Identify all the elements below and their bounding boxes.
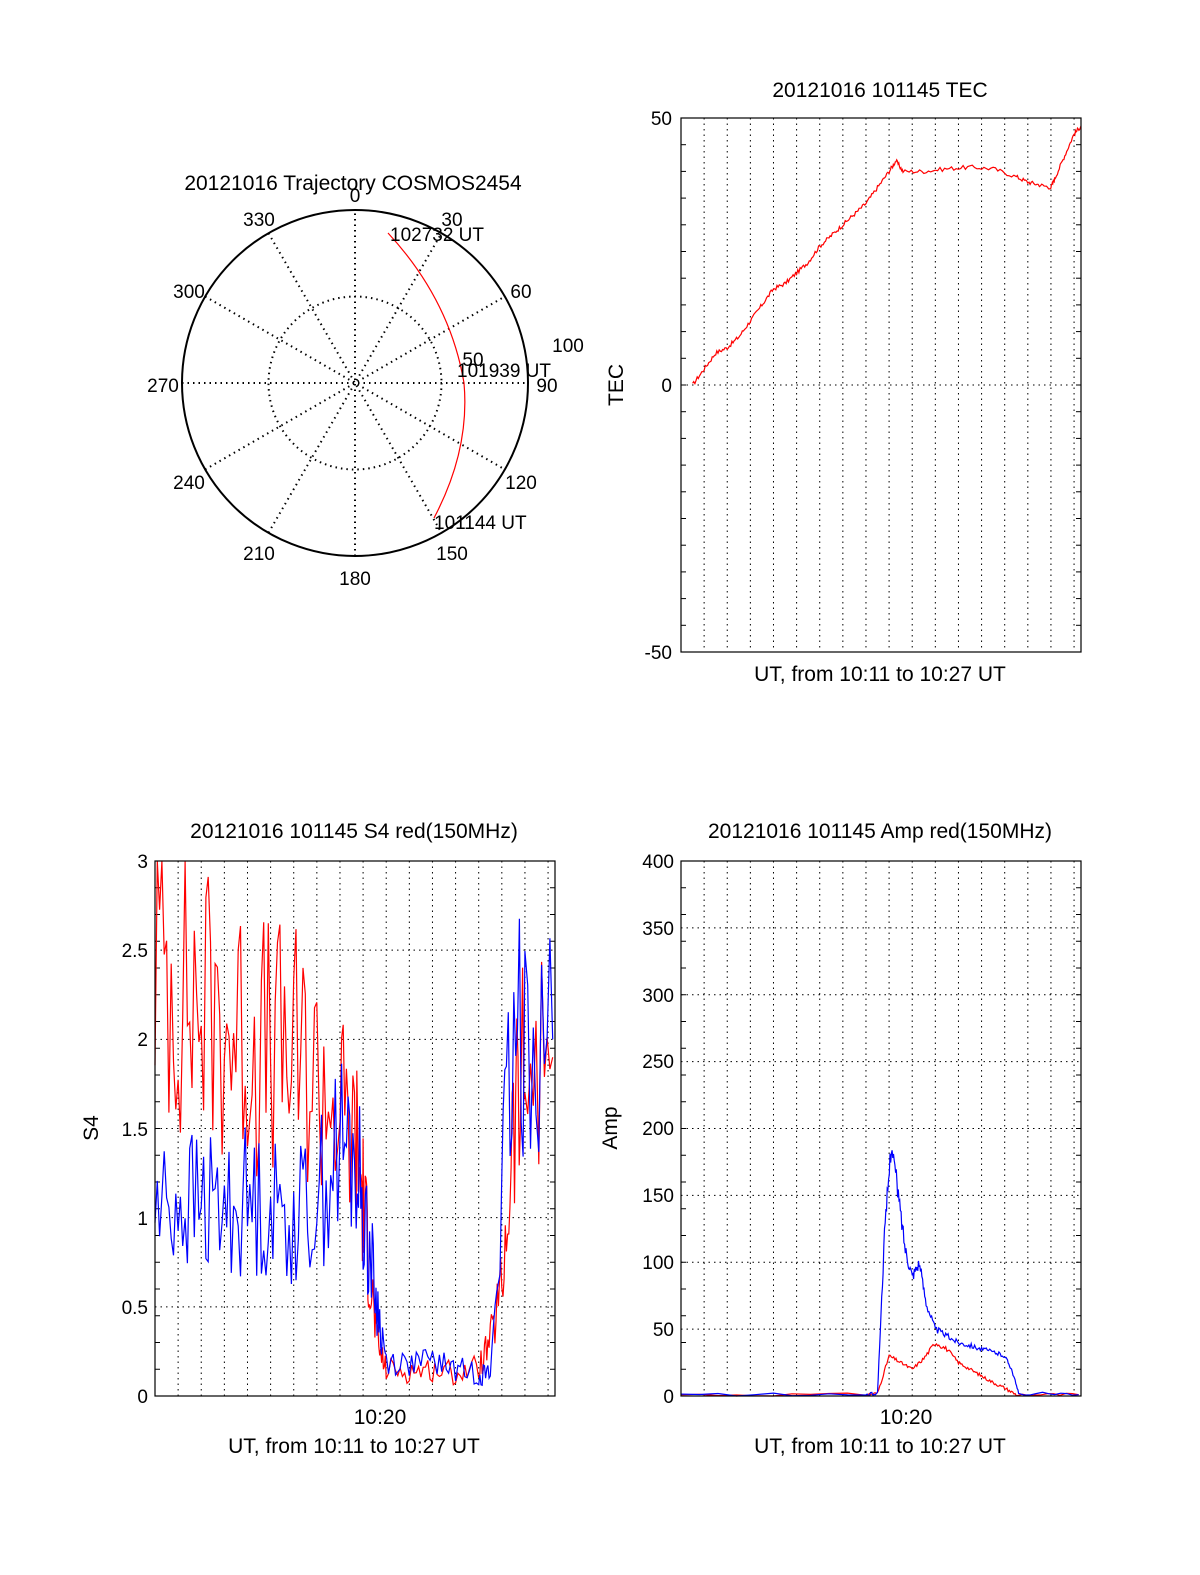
tec-panel: 20121016 101145 TEC 50 0 -50 TEC UT, fro… (605, 79, 1082, 686)
s4-plot-frame (154, 860, 556, 1397)
s4-ytick-2: 2 (137, 1030, 148, 1051)
tec-ytick-minus-50: -50 (645, 643, 672, 664)
amp-title: 20121016 101145 Amp red(150MHz) (708, 820, 1052, 843)
angle-label-0: 0 (350, 186, 361, 207)
s4-panel: 20121016 101145 S4 red(150MHz) 3 2.5 2 1… (80, 820, 556, 1458)
time-label-end: 102732 UT (390, 225, 484, 246)
angle-label-90: 90 (536, 376, 557, 397)
amp-series-line-0 (680, 1342, 1079, 1397)
amp-ytick-100: 100 (642, 1253, 674, 1274)
s4-ytick-0-5: 0.5 (122, 1298, 148, 1319)
amp-ytick-50: 50 (653, 1320, 674, 1341)
angle-label-330: 330 (243, 210, 275, 231)
amp-xtick-1020: 10:20 (880, 1406, 933, 1429)
amp-series-line-1 (680, 1150, 1079, 1397)
polar-spoke-150 (267, 232, 443, 534)
amp-grid (681, 861, 1081, 1396)
s4-xlabel: UT, from 10:11 to 10:27 UT (228, 1435, 480, 1458)
tec-xlabel: UT, from 10:11 to 10:27 UT (754, 663, 1006, 686)
s4-xtick-1020: 10:20 (354, 1406, 407, 1429)
tec-ytick-50: 50 (651, 109, 672, 130)
amp-ytick-200: 200 (642, 1119, 674, 1140)
amp-series (680, 1150, 1079, 1397)
angle-label-150: 150 (436, 544, 468, 565)
angle-label-270: 270 (147, 376, 179, 397)
amp-ytick-400: 400 (642, 852, 674, 873)
amp-plot-frame (680, 860, 1082, 1397)
time-label-start: 101144 UT (434, 513, 527, 534)
amp-ytick-0: 0 (663, 1387, 674, 1408)
time-label-mid: 101939 UT (457, 361, 551, 382)
s4-ytick-1: 1 (137, 1209, 148, 1230)
polar-panel: 20121016 Trajectory COSMOS2454 0 30 60 9… (147, 172, 584, 590)
trajectory-line (387, 232, 466, 519)
amp-xlabel: UT, from 10:11 to 10:27 UT (754, 1435, 1006, 1458)
tec-series (692, 125, 1082, 385)
tec-title: 20121016 101145 TEC (772, 79, 987, 102)
tec-plot-frame (680, 117, 1082, 653)
polar-spoke-60 (204, 295, 506, 471)
polar-ring-0 (267, 295, 443, 471)
tec-ytick-0: 0 (661, 376, 672, 397)
angle-label-300: 300 (173, 282, 205, 303)
amp-ytick-300: 300 (642, 986, 674, 1007)
amp-ytick-250: 250 (642, 1052, 674, 1073)
angle-label-240: 240 (173, 473, 205, 494)
radius-label-100: 100 (552, 336, 584, 357)
angle-label-180: 180 (339, 569, 371, 590)
angle-label-120: 120 (505, 473, 537, 494)
amp-ytick-150: 150 (642, 1186, 674, 1207)
polar-spoke-120 (204, 295, 506, 471)
amp-ytick-350: 350 (642, 919, 674, 940)
amp-panel: 20121016 101145 Amp red(150MHz) 400 350 … (599, 820, 1082, 1458)
s4-ylabel: S4 (80, 1115, 103, 1141)
s4-ytick-1-5: 1.5 (122, 1120, 148, 1141)
angle-label-210: 210 (243, 544, 275, 565)
s4-ytick-0: 0 (137, 1387, 148, 1408)
tec-series-line-0 (692, 125, 1082, 385)
s4-ytick-3: 3 (137, 852, 148, 873)
s4-series-line-0 (154, 860, 554, 1386)
s4-ytick-2-5: 2.5 (122, 941, 148, 962)
angle-label-30: 30 (441, 210, 462, 231)
polar-title: 20121016 Trajectory COSMOS2454 (184, 172, 522, 195)
s4-series (154, 860, 554, 1387)
angle-label-60: 60 (510, 282, 531, 303)
tec-grid (681, 118, 1081, 652)
s4-series-line-1 (154, 918, 554, 1387)
polar-outer-circle (181, 209, 529, 557)
polar-spoke-30 (267, 232, 443, 534)
s4-title: 20121016 101145 S4 red(150MHz) (190, 820, 518, 843)
polar-grid (182, 210, 528, 556)
radius-label-50: 50 (462, 350, 483, 371)
tec-ylabel: TEC (605, 364, 628, 406)
amp-ylabel: Amp (599, 1106, 622, 1149)
